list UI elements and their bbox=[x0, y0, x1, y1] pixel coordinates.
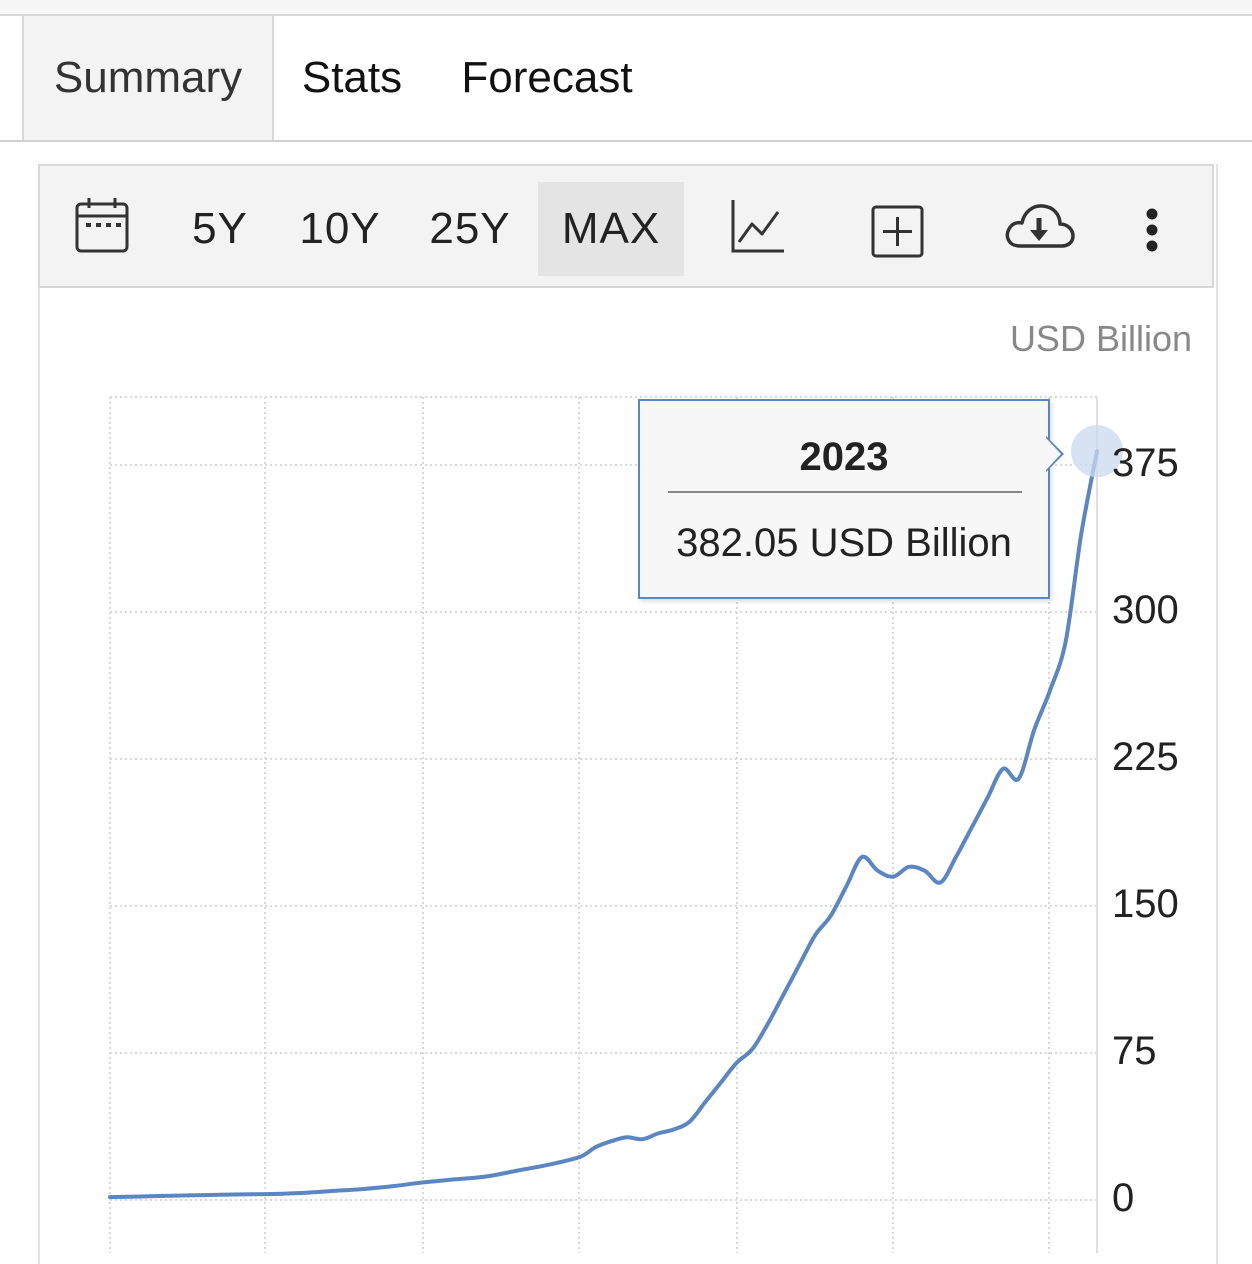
tab-stats[interactable]: Stats bbox=[301, 53, 403, 102]
chart-series bbox=[108, 449, 1099, 1200]
range-5y-button[interactable]: 5Y bbox=[192, 204, 248, 253]
y-tick-label: 300 bbox=[1112, 588, 1179, 632]
line-chart-icon[interactable] bbox=[730, 198, 786, 254]
chart-highlight bbox=[1071, 425, 1123, 478]
data-tooltip: 2023 382.05 USD Billion bbox=[638, 399, 1050, 599]
tab-forecast[interactable]: Forecast bbox=[461, 53, 633, 102]
tooltip-value: 382.05 USD Billion bbox=[676, 521, 1012, 565]
calendar-icon[interactable] bbox=[74, 196, 130, 254]
tooltip-pointer-fill bbox=[1046, 438, 1061, 470]
chart-toolbar: 5Y 10Y 25Y MAX bbox=[38, 164, 1214, 288]
y-tick-label: 225 bbox=[1112, 735, 1179, 779]
plus-box-icon[interactable] bbox=[870, 204, 926, 260]
chart-panel bbox=[38, 164, 1218, 1264]
y-tick-label: 150 bbox=[1112, 882, 1179, 926]
tab-bar: Summary Stats Forecast bbox=[0, 16, 1252, 142]
y-tick-label: 75 bbox=[1112, 1029, 1157, 1073]
unit-label: USD Billion bbox=[1009, 318, 1192, 359]
cloud-download-icon[interactable] bbox=[1002, 200, 1076, 252]
tooltip-divider bbox=[668, 491, 1022, 493]
more-options-icon[interactable] bbox=[1142, 206, 1162, 254]
range-10y-button[interactable]: 10Y bbox=[299, 204, 381, 253]
top-divider bbox=[0, 0, 1252, 16]
tab-summary[interactable]: Summary bbox=[22, 16, 274, 140]
range-max-button[interactable]: MAX bbox=[538, 182, 684, 276]
highlight-point bbox=[1071, 425, 1123, 478]
chart-grid bbox=[109, 396, 1098, 1253]
series-line bbox=[108, 449, 1099, 1200]
y-tick-label: 375 bbox=[1112, 441, 1179, 485]
tooltip-year: 2023 bbox=[799, 435, 889, 479]
y-tick-label: 0 bbox=[1112, 1176, 1135, 1220]
range-25y-button[interactable]: 25Y bbox=[429, 204, 511, 253]
